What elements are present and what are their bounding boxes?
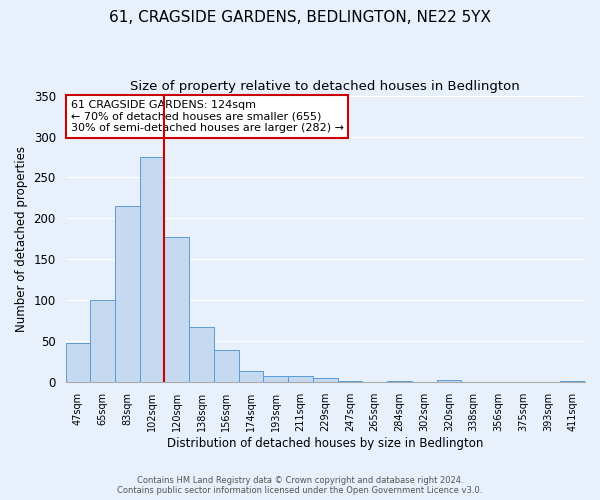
- Text: 61 CRAGSIDE GARDENS: 124sqm
← 70% of detached houses are smaller (655)
30% of se: 61 CRAGSIDE GARDENS: 124sqm ← 70% of det…: [71, 100, 344, 133]
- Text: Contains HM Land Registry data © Crown copyright and database right 2024.
Contai: Contains HM Land Registry data © Crown c…: [118, 476, 482, 495]
- Bar: [313, 378, 338, 382]
- Bar: [90, 300, 115, 382]
- Bar: [288, 376, 313, 382]
- Bar: [239, 371, 263, 382]
- Bar: [560, 380, 585, 382]
- Bar: [338, 380, 362, 382]
- Y-axis label: Number of detached properties: Number of detached properties: [15, 146, 28, 332]
- Bar: [189, 328, 214, 382]
- Bar: [65, 343, 90, 382]
- Bar: [164, 238, 189, 382]
- Text: 61, CRAGSIDE GARDENS, BEDLINGTON, NE22 5YX: 61, CRAGSIDE GARDENS, BEDLINGTON, NE22 5…: [109, 10, 491, 25]
- Title: Size of property relative to detached houses in Bedlington: Size of property relative to detached ho…: [130, 80, 520, 93]
- Bar: [387, 380, 412, 382]
- Bar: [140, 157, 164, 382]
- Bar: [437, 380, 461, 382]
- Bar: [263, 376, 288, 382]
- X-axis label: Distribution of detached houses by size in Bedlington: Distribution of detached houses by size …: [167, 437, 484, 450]
- Bar: [214, 350, 239, 382]
- Bar: [115, 206, 140, 382]
